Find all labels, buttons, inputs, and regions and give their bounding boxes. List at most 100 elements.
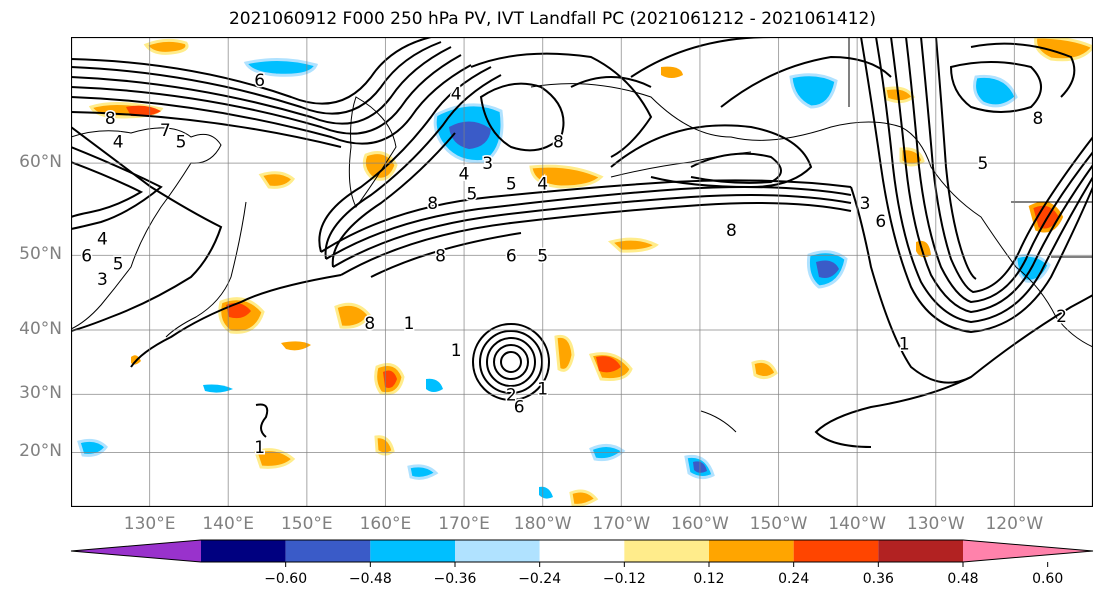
pv-blob [789,73,838,109]
contour-label: 2 [1056,307,1067,327]
colorbar-segment [71,540,201,562]
contour-line [850,186,1093,384]
map-background [71,37,1093,507]
pv-blob [554,334,575,372]
colorbar-tick-label: −0.24 [518,571,562,587]
pv-blob [661,66,683,78]
pv-blob [281,341,311,351]
latitude-label: 20°N [19,441,62,462]
pv-blob [596,356,621,373]
contour-label: 1 [537,379,548,399]
colorbar-tick-label: −0.60 [264,571,308,587]
contour-label: 5 [467,184,478,204]
contour-line [332,194,852,268]
longitude-label: 130°W [906,514,965,534]
contour-line [905,37,1093,304]
longitude-label: 150°E [280,514,333,534]
pv-shading [77,37,1093,507]
colorbar-segment [201,540,286,562]
colorbar-tick-label: −0.48 [348,571,392,587]
pv-blob [607,237,659,253]
colorbar-tick-label: 0.48 [947,571,979,587]
contour-label: 5 [537,246,548,266]
map-title: 2021060912 F000 250 hPa PV, IVT Landfall… [228,9,876,29]
pv-blob [973,74,1018,108]
contour-line [720,55,892,108]
longitude-label: 120°W [985,514,1044,534]
contour-line [570,76,652,88]
contour-label: 5 [978,154,989,174]
colorbar-segment [370,540,455,562]
contour-line [470,52,653,158]
contour-line [340,202,852,276]
contour-label: 4 [459,164,470,184]
contour-label: 8 [726,221,737,241]
pv-blob [254,448,296,469]
longitude-label: 160°E [359,514,412,534]
contour-label: 4 [113,132,124,152]
colorbar-segment [878,540,963,562]
contour-line [949,61,1042,113]
pv-blob [816,260,839,278]
contour-label: 5 [506,175,517,195]
contour-label: 7 [160,121,171,141]
contour-label: 8 [553,132,564,152]
pv-blob [362,151,398,181]
contour-label: 6 [875,212,886,232]
longitude-label: 140°W [828,514,887,534]
map-border [71,37,1093,507]
colorbar-segments [70,539,1094,567]
colorbar-tick-label: 0.12 [693,571,725,587]
contour-label: 1 [254,438,265,458]
colorbar-tick-label: −0.36 [433,571,477,587]
pv-blob [1034,37,1093,62]
longitude-label: 160°W [671,514,729,534]
contour-line [71,146,163,230]
colorbar-segment [455,540,540,562]
pv-blob [258,171,296,189]
contour-label: 8 [427,194,438,214]
contour-label: 6 [254,71,265,91]
colorbar-segment [285,540,371,562]
contour-label: 8 [435,246,446,266]
colorbar-segment [624,540,709,562]
pv-blob [529,164,604,189]
colorbar-segment [963,540,1093,562]
pv-blob [1028,201,1064,233]
colorbar-segment [539,540,625,562]
contour-line [493,344,529,380]
contour-label: 1 [899,335,910,355]
contour-label: 8 [105,109,116,129]
contour-line [472,323,550,401]
colorbar-tick-label: 0.60 [1032,571,1064,587]
longitude-label: 140°E [202,514,255,534]
pv-blob [383,370,397,388]
contour-line [814,376,972,448]
contour-line [71,111,342,148]
contour-label: 3 [860,194,871,214]
contour-label: 1 [451,341,462,361]
contour-label: 3 [482,154,493,174]
graticule [71,37,1093,507]
pv-contours [71,37,1093,448]
contour-line [500,351,522,373]
contour-label: 1 [404,314,415,334]
contour-label: 8 [364,314,375,334]
contour-label: 6 [506,246,517,266]
contour-line [71,161,144,218]
pv-blob [203,384,233,393]
contour-line [71,46,452,125]
contour-label: 5 [176,132,187,152]
pv-blob [569,489,599,507]
contour-line [71,41,442,115]
longitude-label: 150°W [749,514,808,534]
pv-blob [751,359,778,380]
contour-line [875,37,1093,324]
pv-blob [226,303,251,319]
colorbar-segment [709,540,794,562]
contour-label: 4 [451,84,462,104]
longitude-label: 180°W [513,514,572,534]
